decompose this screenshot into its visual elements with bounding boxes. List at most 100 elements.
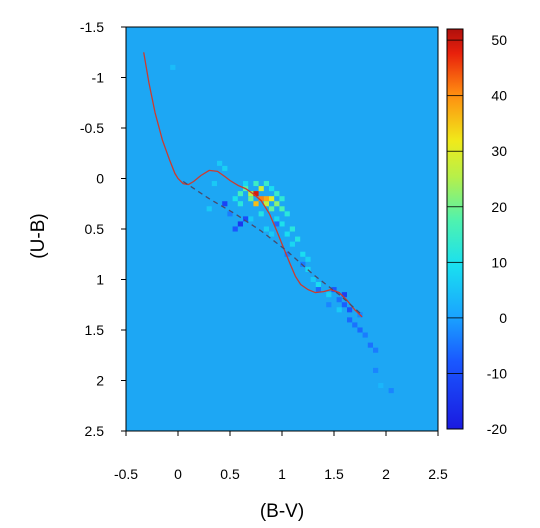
heatmap-cell [279, 221, 285, 227]
y-tick-label: 1.5 [85, 322, 105, 338]
colorbar-tick-label: -10 [487, 365, 507, 381]
x-tick-label: 0.5 [220, 466, 240, 482]
heatmap-cell [305, 256, 311, 262]
y-tick-label: 0 [96, 171, 104, 187]
x-tick-label: -0.5 [114, 466, 138, 482]
heatmap-cell [279, 206, 285, 212]
colorbar-ticks: -20 -10 0 10 20 30 40 50 [447, 32, 507, 437]
heatmap-cell [263, 226, 269, 232]
heatmap-cell [284, 251, 290, 257]
heatmap-cell [289, 241, 295, 247]
heatmap-cell [373, 367, 379, 373]
colorbar-tick-label: 50 [491, 32, 507, 48]
heatmap-cell [237, 201, 243, 207]
colorbar [447, 29, 463, 429]
heatmap-cell [263, 181, 269, 187]
heatmap-cell [263, 196, 269, 202]
heatmap-cell [315, 282, 321, 288]
heatmap-cell [232, 196, 238, 202]
heatmap-cell [232, 226, 238, 232]
heatmap-cell [222, 201, 228, 207]
heatmap-cell [284, 211, 290, 217]
heatmap-cell [170, 64, 176, 70]
x-tick-label: 1 [278, 466, 286, 482]
heatmap-cell [253, 191, 259, 197]
heatmap-cell [269, 186, 275, 192]
heatmap-cell [274, 216, 280, 222]
heatmap-cell [331, 287, 337, 293]
heatmap-cell [336, 307, 342, 313]
heatmap-cell [243, 216, 249, 222]
heatmap-cell [253, 181, 259, 187]
heatmap-cell [326, 302, 332, 308]
colorbar-tick-label: 10 [491, 254, 507, 270]
heatmap-cell [258, 211, 264, 217]
intrinsic-color-curve [143, 52, 363, 318]
plot-background [126, 27, 438, 431]
y-axis-title: (U-B) [28, 213, 49, 258]
heatmap-cell [253, 201, 259, 207]
heatmap-cell [284, 231, 290, 237]
heatmap-cell [269, 231, 275, 237]
heatmap-cell [248, 191, 254, 197]
y-tick-label: -1.5 [80, 19, 104, 35]
x-tick-label: 0 [174, 466, 182, 482]
heatmap-cell [341, 292, 347, 298]
heatmap-cell [378, 383, 384, 389]
heatmap-cell [269, 206, 275, 212]
heatmap-cell [237, 191, 243, 197]
x-axis-ticks: -0.5 0 0.5 1 1.5 2 2.5 [114, 431, 448, 482]
heatmap-cell [227, 211, 233, 217]
heatmap-cell [274, 221, 280, 227]
heatmap-cell [211, 181, 217, 187]
y-tick-label: -1 [92, 70, 105, 86]
colorbar-tick-label: 40 [491, 88, 507, 104]
heatmap-cell [243, 181, 249, 187]
heatmap-cell [315, 287, 321, 293]
heatmap-cell [237, 221, 243, 227]
heatmap-cell [295, 236, 301, 242]
y-tick-label: 1 [96, 272, 104, 288]
chart-lines [143, 52, 363, 318]
heatmap-cell [289, 226, 295, 232]
heatmap-cell [263, 201, 269, 207]
heatmap-cell [347, 317, 353, 323]
heatmap-cell [222, 165, 228, 171]
heatmap-cell [373, 347, 379, 353]
heatmap-cell [305, 266, 311, 272]
heatmap-cell [248, 216, 254, 222]
colorbar-tick-label: -20 [487, 421, 507, 437]
heatmap-cell [310, 276, 316, 283]
heatmap-cell [341, 302, 347, 308]
heatmap-cell [336, 297, 342, 303]
heatmap-cell [206, 206, 212, 212]
heatmap-cell [258, 186, 264, 192]
heatmap-cell [352, 322, 358, 328]
heatmap-cell [248, 196, 254, 202]
dashed-reference-line [182, 180, 363, 316]
heatmap-cell [274, 191, 280, 197]
y-tick-label: 0.5 [85, 221, 105, 237]
heatmap-cell [274, 201, 280, 207]
y-tick-label: -0.5 [80, 120, 104, 136]
y-axis-ticks: -1.5 -1 -0.5 0 0.5 1 1.5 2 2.5 [80, 19, 126, 439]
y-tick-label: 2 [96, 373, 104, 389]
heatmap-cell [279, 196, 285, 202]
colorbar-frame [446, 28, 464, 430]
heatmap-cell [258, 196, 264, 202]
x-tick-label: 2 [382, 466, 390, 482]
x-axis-title: (B-V) [260, 501, 304, 522]
x-tick-label: 2.5 [428, 466, 448, 482]
colorbar-tick-label: 30 [491, 143, 507, 159]
heatmap-cell [362, 332, 368, 338]
heatmap-cell [217, 160, 223, 166]
heatmap-cell [357, 327, 363, 333]
colorbar-tick-label: 20 [491, 199, 507, 215]
colorbar-tick-label: 0 [499, 310, 507, 326]
heatmap-cell [367, 342, 373, 348]
heatmap-cell [326, 292, 332, 298]
heatmap-cell [388, 388, 394, 394]
heatmap-cell [269, 196, 275, 202]
heatmap-cell [347, 307, 353, 313]
